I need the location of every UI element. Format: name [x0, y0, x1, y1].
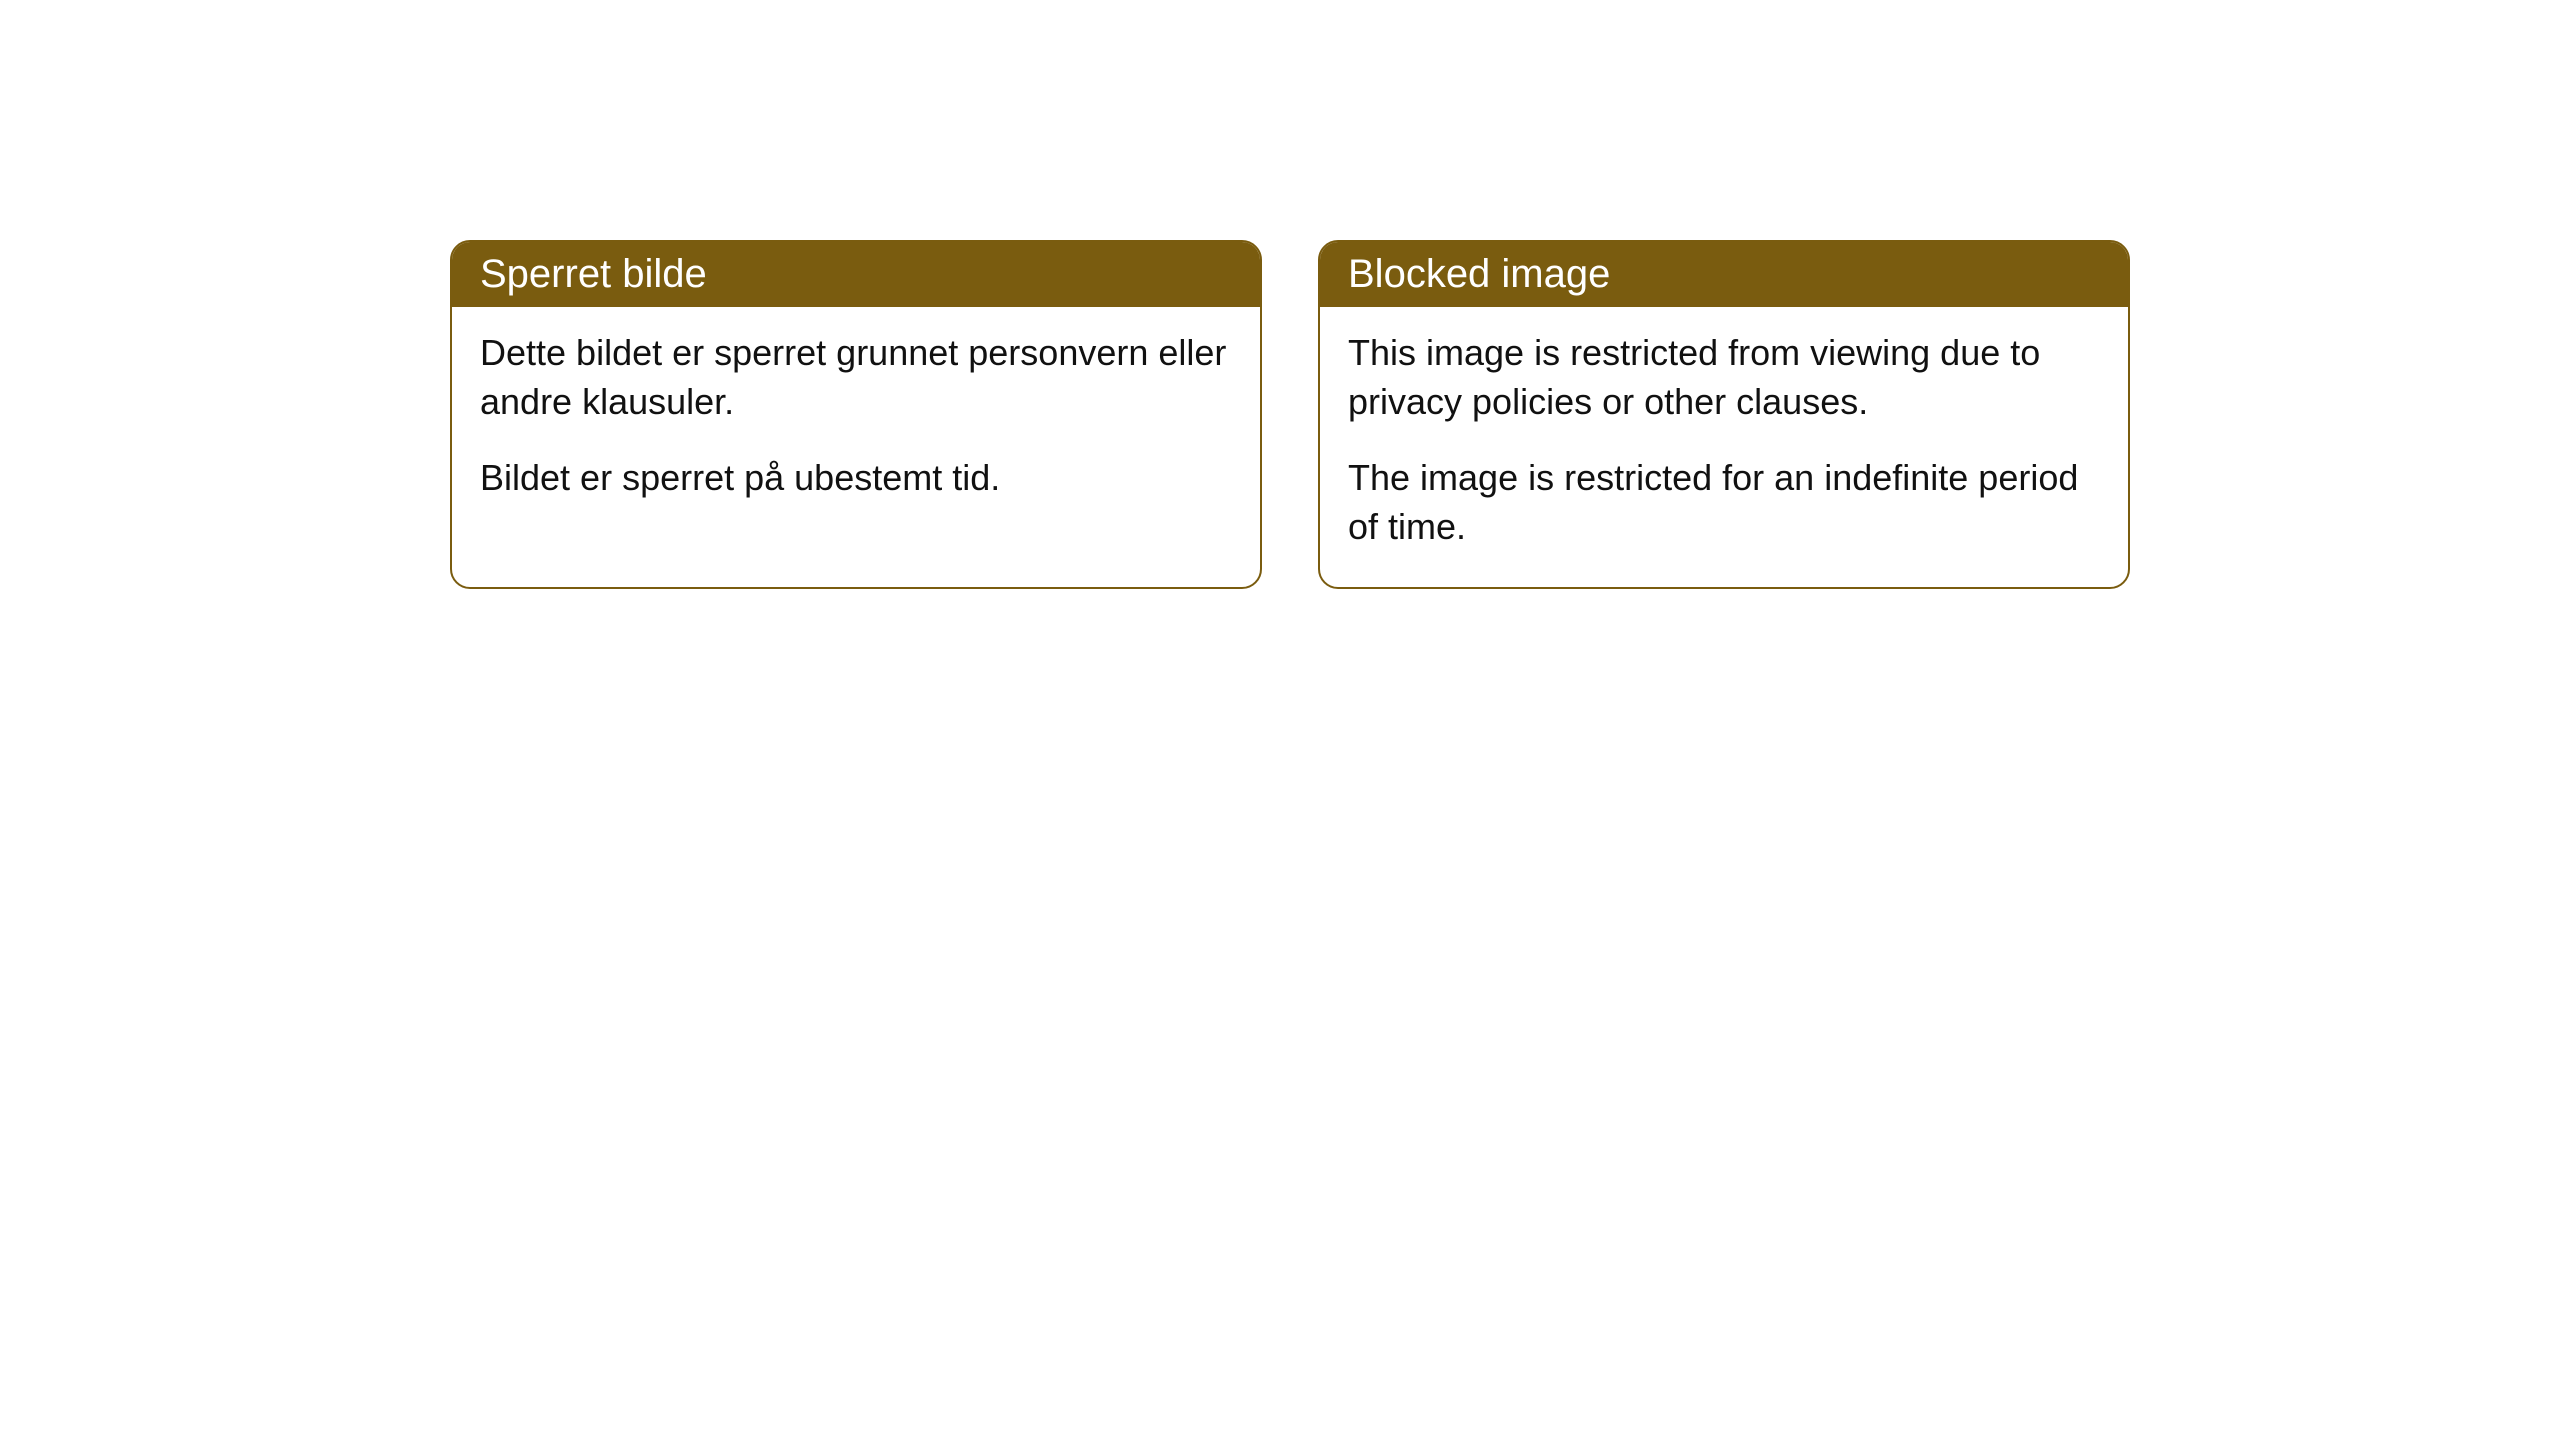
card-body: This image is restricted from viewing du…	[1320, 307, 2128, 587]
card-paragraph: The image is restricted for an indefinit…	[1348, 454, 2100, 551]
card-header: Sperret bilde	[452, 242, 1260, 307]
blocked-image-card-english: Blocked image This image is restricted f…	[1318, 240, 2130, 589]
card-paragraph: This image is restricted from viewing du…	[1348, 329, 2100, 426]
card-paragraph: Bildet er sperret på ubestemt tid.	[480, 454, 1232, 503]
card-header: Blocked image	[1320, 242, 2128, 307]
card-title: Sperret bilde	[480, 252, 707, 296]
blocked-image-card-norwegian: Sperret bilde Dette bildet er sperret gr…	[450, 240, 1262, 589]
card-paragraph: Dette bildet er sperret grunnet personve…	[480, 329, 1232, 426]
card-title: Blocked image	[1348, 252, 1610, 296]
notice-cards-container: Sperret bilde Dette bildet er sperret gr…	[450, 240, 2130, 589]
card-body: Dette bildet er sperret grunnet personve…	[452, 307, 1260, 539]
